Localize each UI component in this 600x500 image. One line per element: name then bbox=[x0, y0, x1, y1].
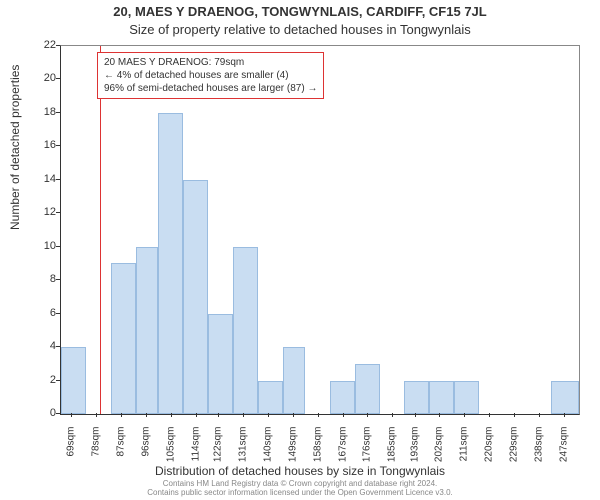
x-tick-label: 220sqm bbox=[484, 427, 495, 467]
x-tick-mark bbox=[392, 413, 393, 417]
annotation-box: 20 MAES Y DRAENOG: 79sqm ← 4% of detached… bbox=[97, 52, 324, 99]
histogram-bar bbox=[429, 381, 454, 414]
y-tick-mark bbox=[56, 145, 60, 146]
x-tick-label: 122sqm bbox=[212, 427, 223, 467]
x-tick-label: 78sqm bbox=[91, 427, 102, 467]
x-tick-label: 158sqm bbox=[312, 427, 323, 467]
footer-line2: Contains public sector information licen… bbox=[147, 488, 453, 497]
x-tick-label: 69sqm bbox=[66, 427, 77, 467]
x-tick-label: 202sqm bbox=[434, 427, 445, 467]
histogram-bar bbox=[454, 381, 479, 414]
histogram-bar bbox=[551, 381, 579, 414]
x-tick-mark bbox=[439, 413, 440, 417]
x-tick-label: 114sqm bbox=[190, 427, 201, 467]
histogram-bar bbox=[208, 314, 233, 414]
histogram-bar bbox=[61, 347, 86, 414]
x-tick-mark bbox=[464, 413, 465, 417]
title-address: 20, MAES Y DRAENOG, TONGWYNLAIS, CARDIFF… bbox=[0, 4, 600, 19]
x-axis-label: Distribution of detached houses by size … bbox=[0, 464, 600, 478]
y-tick-mark bbox=[56, 313, 60, 314]
x-tick-mark bbox=[243, 413, 244, 417]
chart-container: 20, MAES Y DRAENOG, TONGWYNLAIS, CARDIFF… bbox=[0, 0, 600, 500]
y-tick-mark bbox=[56, 179, 60, 180]
x-tick-mark bbox=[539, 413, 540, 417]
histogram-bar bbox=[355, 364, 380, 414]
x-tick-label: 131sqm bbox=[237, 427, 248, 467]
histogram-bar bbox=[330, 381, 355, 414]
y-tick-mark bbox=[56, 212, 60, 213]
y-tick-mark bbox=[56, 413, 60, 414]
y-tick-mark bbox=[56, 45, 60, 46]
x-tick-label: 193sqm bbox=[409, 427, 420, 467]
histogram-bar bbox=[183, 180, 208, 414]
x-tick-mark bbox=[268, 413, 269, 417]
reference-line bbox=[100, 46, 101, 414]
x-tick-label: 149sqm bbox=[287, 427, 298, 467]
y-tick-label: 18 bbox=[44, 106, 56, 118]
x-tick-mark bbox=[171, 413, 172, 417]
histogram-bar bbox=[158, 113, 183, 414]
y-tick-mark bbox=[56, 346, 60, 347]
y-tick-mark bbox=[56, 112, 60, 113]
x-tick-label: 96sqm bbox=[140, 427, 151, 467]
y-tick-label: 10 bbox=[44, 240, 56, 252]
x-tick-label: 211sqm bbox=[459, 427, 470, 467]
footer-line1: Contains HM Land Registry data © Crown c… bbox=[163, 479, 438, 488]
y-tick-label: 12 bbox=[44, 206, 56, 218]
y-tick-mark bbox=[56, 246, 60, 247]
x-tick-mark bbox=[146, 413, 147, 417]
x-tick-label: 176sqm bbox=[362, 427, 373, 467]
x-tick-mark bbox=[96, 413, 97, 417]
x-tick-mark bbox=[196, 413, 197, 417]
histogram-bar bbox=[111, 263, 136, 414]
x-tick-mark bbox=[71, 413, 72, 417]
x-tick-label: 238sqm bbox=[534, 427, 545, 467]
y-tick-mark bbox=[56, 380, 60, 381]
annotation-line2: ← 4% of detached houses are smaller (4) bbox=[104, 70, 289, 81]
y-tick-mark bbox=[56, 78, 60, 79]
x-tick-mark bbox=[514, 413, 515, 417]
y-tick-label: 22 bbox=[44, 39, 56, 51]
y-tick-mark bbox=[56, 279, 60, 280]
x-tick-label: 185sqm bbox=[387, 427, 398, 467]
histogram-bar bbox=[258, 381, 283, 414]
plot-area: 20 MAES Y DRAENOG: 79sqm ← 4% of detached… bbox=[60, 45, 580, 415]
x-tick-label: 87sqm bbox=[115, 427, 126, 467]
annotation-line3: 96% of semi-detached houses are larger (… bbox=[104, 83, 317, 94]
x-tick-mark bbox=[121, 413, 122, 417]
x-tick-mark bbox=[564, 413, 565, 417]
x-tick-label: 247sqm bbox=[559, 427, 570, 467]
x-tick-mark bbox=[415, 413, 416, 417]
x-tick-mark bbox=[218, 413, 219, 417]
annotation-line1: 20 MAES Y DRAENOG: 79sqm bbox=[104, 57, 244, 68]
footer-attribution: Contains HM Land Registry data © Crown c… bbox=[0, 480, 600, 498]
x-tick-label: 229sqm bbox=[509, 427, 520, 467]
x-tick-mark bbox=[489, 413, 490, 417]
x-tick-mark bbox=[318, 413, 319, 417]
y-axis-label: Number of detached properties bbox=[8, 65, 22, 230]
x-tick-label: 140sqm bbox=[262, 427, 273, 467]
histogram-bar bbox=[233, 247, 258, 414]
y-tick-label: 16 bbox=[44, 139, 56, 151]
x-tick-mark bbox=[343, 413, 344, 417]
y-tick-label: 20 bbox=[44, 72, 56, 84]
histogram-bar bbox=[283, 347, 305, 414]
y-tick-label: 14 bbox=[44, 173, 56, 185]
histogram-bar bbox=[404, 381, 429, 414]
title-subtitle: Size of property relative to detached ho… bbox=[0, 22, 600, 37]
x-tick-label: 105sqm bbox=[165, 427, 176, 467]
x-tick-mark bbox=[293, 413, 294, 417]
x-tick-label: 167sqm bbox=[337, 427, 348, 467]
histogram-bar bbox=[136, 247, 158, 414]
x-tick-mark bbox=[367, 413, 368, 417]
